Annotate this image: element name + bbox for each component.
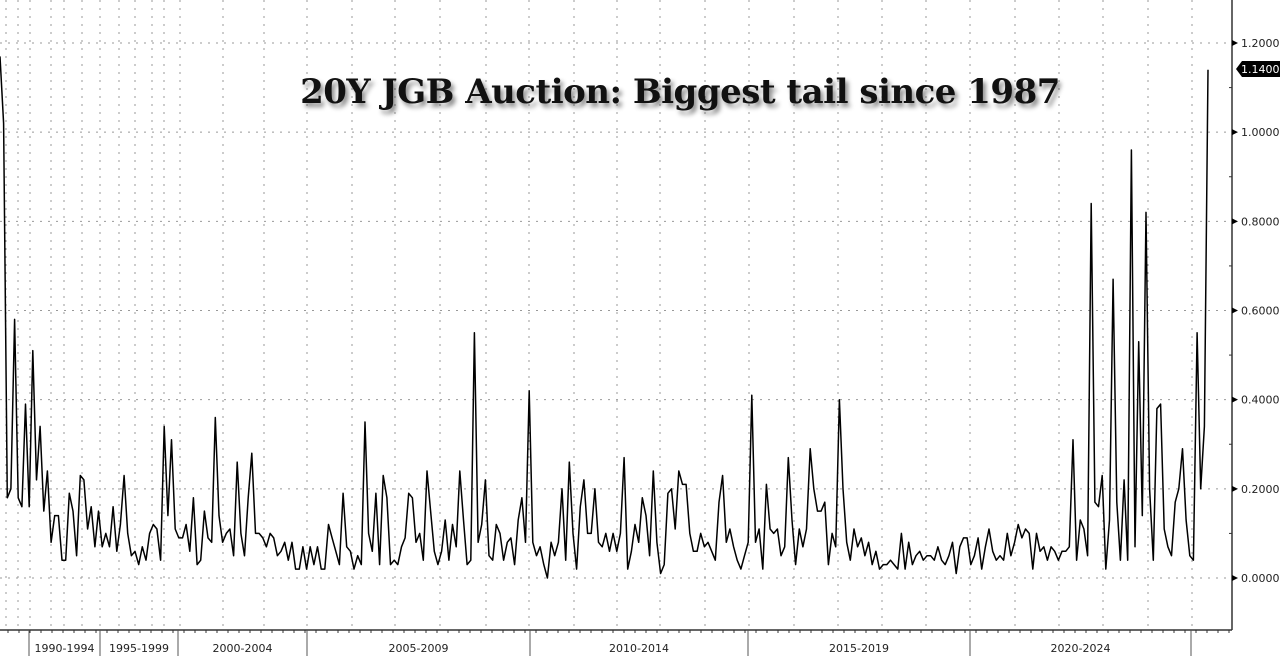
x-period-label: 1995-1999 <box>109 642 169 655</box>
chart-title: 20Y JGB Auction: Biggest tail since 1987 <box>300 72 1060 112</box>
y-tick-label: 1.2000 <box>1241 37 1280 50</box>
y-tick-marker <box>1232 485 1238 492</box>
x-period-label: 2005-2009 <box>389 642 449 655</box>
x-axis: 1990-1994 1995-1999 2000-2004 2005-2009 2010… <box>0 629 1232 656</box>
vertical-gridlines <box>5 0 1193 630</box>
y-tick-marker <box>1232 218 1238 225</box>
series-line <box>0 56 1209 579</box>
horizontal-gridlines <box>0 42 1232 579</box>
y-tick-label: 0.0000 <box>1241 572 1280 585</box>
y-tick-marker <box>1232 129 1238 136</box>
y-tick-label: 0.2000 <box>1241 483 1280 496</box>
y-tick-marker <box>1232 396 1238 403</box>
x-period-label: 2010-2014 <box>609 642 669 655</box>
x-period-label: 2015-2019 <box>829 642 889 655</box>
last-value-label: 1.1400 <box>1241 63 1280 76</box>
x-period-label: 2020-2024 <box>1051 642 1111 655</box>
y-axis: 0.0000 0.2000 0.4000 0.6000 0.8000 1.0000 1.20… <box>1229 0 1280 630</box>
y-tick-marker <box>1232 575 1238 581</box>
last-value-badge: 1.1400 <box>1236 61 1280 77</box>
x-period-label: 1990-1994 <box>35 642 95 655</box>
y-tick-marker <box>1232 307 1238 314</box>
y-tick-label: 1.0000 <box>1241 126 1280 139</box>
y-tick-label: 0.8000 <box>1241 215 1280 228</box>
y-tick-label: 0.6000 <box>1241 305 1280 318</box>
y-tick-label: 0.4000 <box>1241 394 1280 407</box>
x-period-label: 2000-2004 <box>213 642 273 655</box>
y-tick-marker <box>1232 40 1238 46</box>
last-value-badge-shape <box>1236 61 1280 77</box>
